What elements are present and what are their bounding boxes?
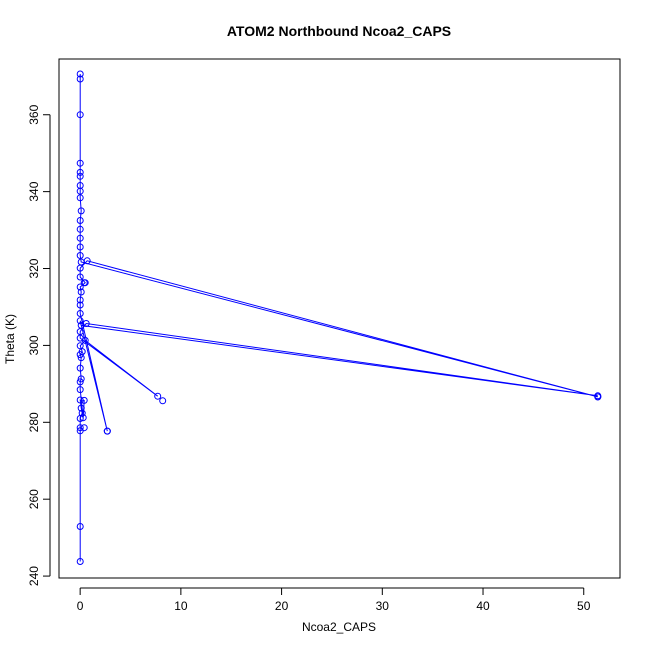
data-point <box>76 317 84 325</box>
data-point <box>76 182 84 189</box>
data-point <box>76 217 84 224</box>
data-point <box>80 424 88 432</box>
x-tick-label: 30 <box>376 599 390 613</box>
data-point <box>76 378 84 386</box>
data-point <box>103 427 111 435</box>
y-tick-label: 260 <box>27 489 41 509</box>
data-point <box>154 392 162 400</box>
data-point <box>594 393 602 401</box>
data-point <box>76 558 84 565</box>
data-point <box>76 364 84 372</box>
data-point <box>76 243 84 251</box>
y-tick-label: 300 <box>27 335 41 355</box>
data-point <box>76 159 84 167</box>
data-point <box>77 258 85 266</box>
data-point <box>79 414 87 422</box>
data-point <box>76 310 84 317</box>
data-point <box>76 283 84 291</box>
y-tick-label: 320 <box>27 258 41 278</box>
data-point <box>77 321 85 329</box>
data-point <box>76 523 84 530</box>
x-axis: 0 10 20 30 40 50 <box>77 587 591 613</box>
data-point <box>76 234 84 242</box>
data-point <box>76 111 84 119</box>
data-point <box>77 404 85 412</box>
x-tick-label: 40 <box>476 599 490 613</box>
series-layer <box>79 74 598 562</box>
data-point <box>76 296 84 304</box>
data-point <box>78 409 86 417</box>
x-tick-label: 10 <box>174 599 188 613</box>
y-tick-label: 240 <box>27 566 41 586</box>
data-point <box>77 207 85 215</box>
data-point <box>159 397 167 405</box>
data-point <box>76 342 84 350</box>
data-point <box>80 396 88 404</box>
data-point <box>76 194 84 202</box>
y-tick-label: 280 <box>27 412 41 432</box>
data-point <box>76 301 84 309</box>
data-point <box>76 273 84 281</box>
data-point <box>76 172 84 180</box>
y-axis-label: Theta (K) <box>3 314 17 364</box>
data-point <box>76 168 84 176</box>
x-axis-label: Ncoa2_CAPS <box>302 620 376 634</box>
data-point <box>77 288 85 296</box>
x-tick-label: 50 <box>577 599 591 613</box>
data-point <box>76 252 84 259</box>
data-point <box>77 375 85 383</box>
data-point <box>80 279 88 287</box>
y-tick-label: 340 <box>27 181 41 201</box>
data-point <box>76 424 84 432</box>
plot-frame <box>58 58 621 579</box>
data-point <box>76 70 84 78</box>
y-axis: 240 260 280 300 320 340 360 <box>27 104 51 586</box>
series-line <box>79 74 598 562</box>
x-tick-label: 20 <box>275 599 289 613</box>
data-point <box>76 75 84 83</box>
data-point <box>76 386 84 394</box>
x-tick-label: 0 <box>77 599 84 613</box>
data-point <box>76 225 84 233</box>
chart-title: ATOM2 Northbound Ncoa2_CAPS <box>227 23 451 39</box>
marker-layer <box>76 70 602 565</box>
y-tick-label: 360 <box>27 104 41 124</box>
data-point <box>76 396 84 404</box>
